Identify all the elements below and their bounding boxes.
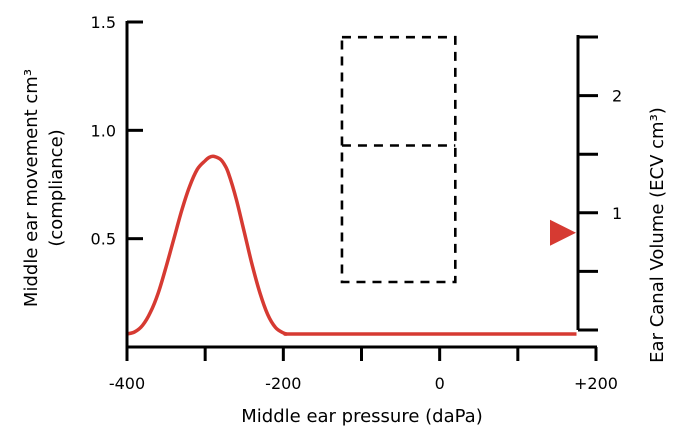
y-left-ticks: 0.5 1.0 1.5 — [91, 13, 143, 249]
y-axis-left-label-line1: Middle ear movement cm³ — [21, 69, 42, 307]
y-left-tick-label: 0.5 — [91, 230, 116, 249]
ecv-marker-triangle — [550, 219, 576, 246]
tympanogram-curve — [126, 154, 577, 336]
x-tick-label: +200 — [574, 374, 618, 393]
normal-range-box-outline — [340, 35, 457, 284]
normal-range-box — [340, 35, 457, 284]
y-right-tick-label: 1 — [612, 204, 622, 223]
x-tick-label: -400 — [109, 374, 145, 393]
y-axis-right-label: Ear Canal Volume (ECV cm³) — [647, 107, 668, 363]
y-right-tick-label: 2 — [612, 87, 622, 106]
y-left-tick-label: 1.5 — [91, 13, 116, 32]
x-ticks: -400 -200 0 +200 — [109, 347, 618, 393]
x-axis-label: Middle ear pressure (daPa) — [241, 406, 482, 427]
x-tick-label: 0 — [435, 374, 445, 393]
y-right-ticks: 12 — [578, 35, 622, 332]
y-left-tick-label: 1.0 — [91, 121, 116, 140]
x-tick-label: -200 — [265, 374, 301, 393]
y-axis-left-label-line2: (compliance) — [46, 129, 67, 246]
